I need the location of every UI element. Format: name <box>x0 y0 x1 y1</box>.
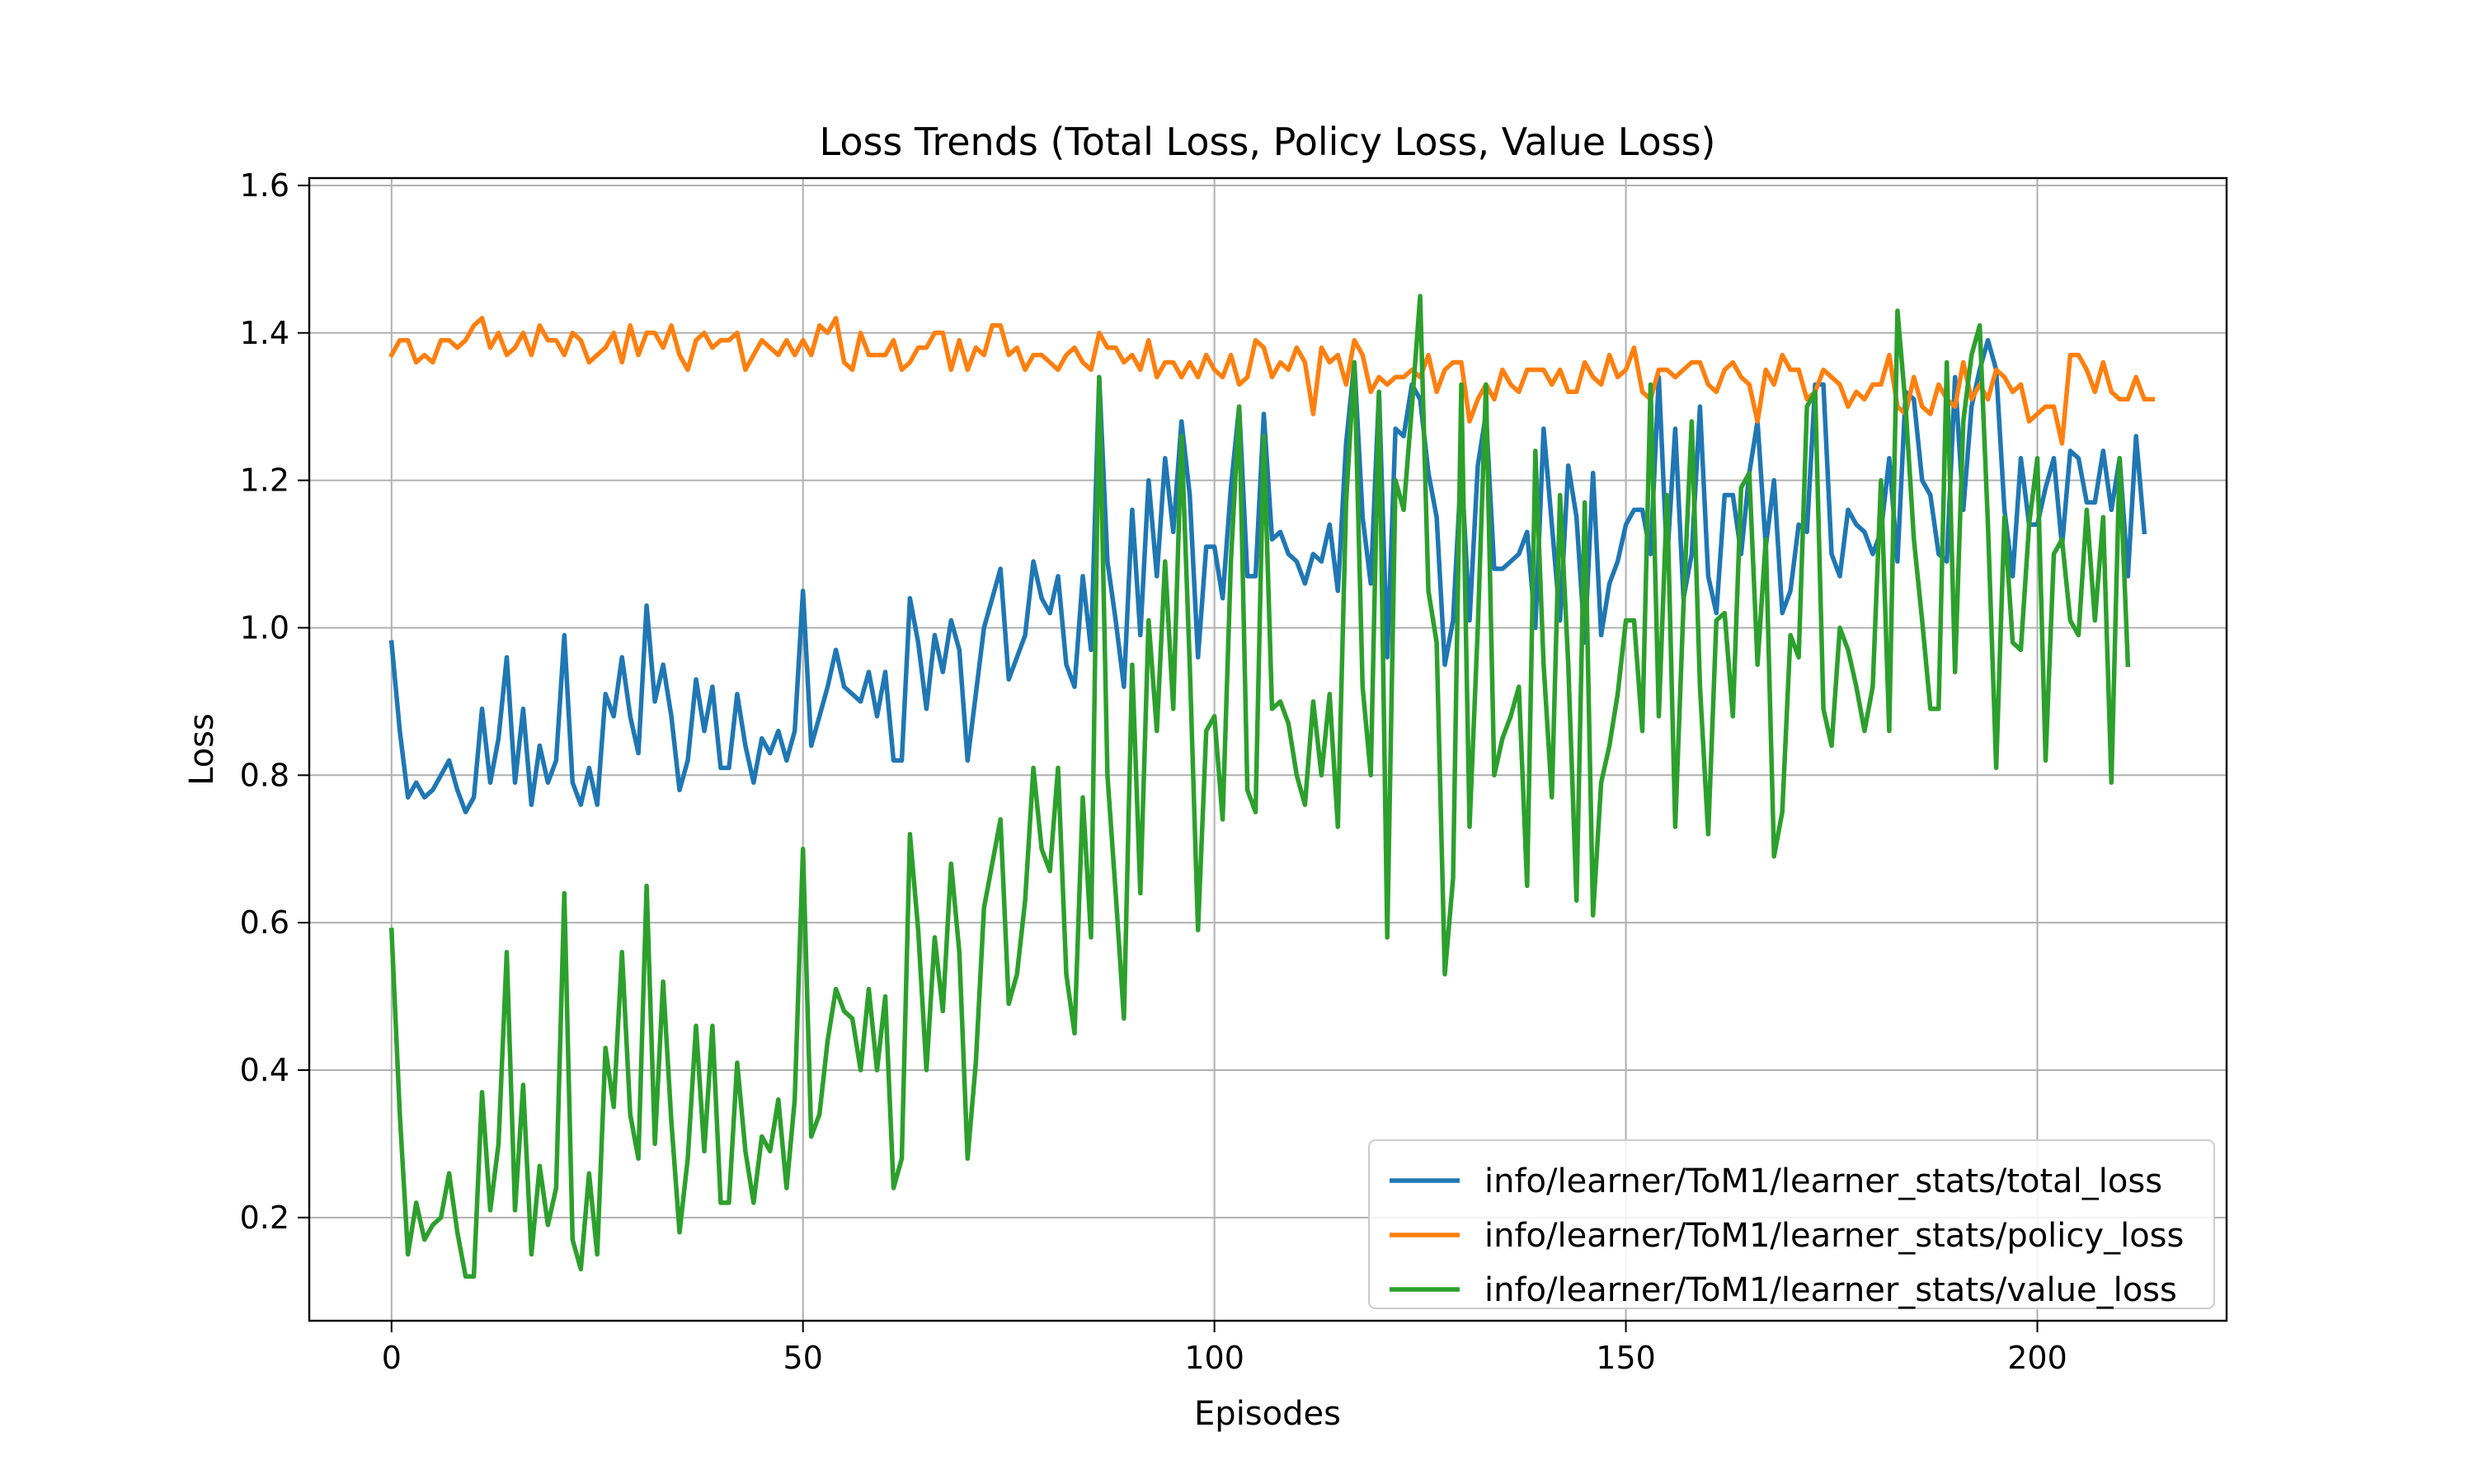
y-tick-label: 1.6 <box>240 167 289 204</box>
legend-label-0: info/learner/ToM1/learner_stats/total_lo… <box>1484 1162 2162 1200</box>
y-tick-label: 1.0 <box>240 609 289 646</box>
legend: info/learner/ToM1/learner_stats/total_lo… <box>1368 1139 2215 1309</box>
y-tick-label: 0.6 <box>240 904 289 941</box>
legend-label-2: info/learner/ToM1/learner_stats/value_lo… <box>1484 1271 2177 1309</box>
y-tick-label: 0.8 <box>240 757 289 793</box>
series-line-2 <box>388 294 2131 1280</box>
x-tick-label: 100 <box>1184 1340 1244 1376</box>
plot-frame <box>308 176 2228 1322</box>
chart-title: Loss Trends (Total Loss, Policy Loss, Va… <box>820 120 1716 164</box>
y-tick-label: 1.2 <box>240 463 289 499</box>
x-tick-label: 150 <box>1596 1340 1656 1376</box>
legend-box <box>1368 1139 2215 1309</box>
legend-label-1: info/learner/ToM1/learner_stats/policy_l… <box>1484 1217 2184 1255</box>
series-line-0 <box>388 337 2147 815</box>
x-axis-ticks: 0 50 100 150 200 <box>382 1321 2067 1376</box>
x-axis-label: Episodes <box>1194 1395 1341 1433</box>
y-tick-label: 0.4 <box>240 1052 289 1088</box>
x-tick-label: 0 <box>382 1340 402 1376</box>
y-tick-label: 1.4 <box>240 315 289 351</box>
y-tick-label: 0.2 <box>240 1200 289 1236</box>
y-axis-ticks: 0.2 0.4 0.6 0.8 1.0 1.2 1.4 1.6 <box>240 167 309 1236</box>
x-tick-label: 200 <box>2007 1340 2067 1376</box>
x-tick-label: 50 <box>783 1340 823 1376</box>
series-line-1 <box>388 316 2155 446</box>
y-axis-label: Loss <box>183 713 221 786</box>
series-lines <box>388 294 2155 1280</box>
